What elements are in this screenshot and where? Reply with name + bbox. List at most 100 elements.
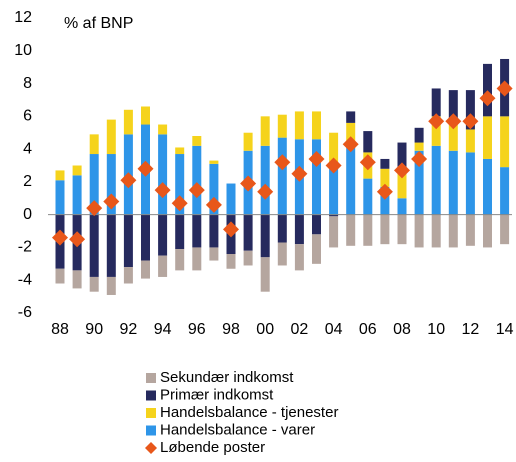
bar-segment [106,154,116,215]
legend-label: Sekundær indkomst [160,369,294,386]
bar-segment [380,214,390,245]
bar-segment [312,214,321,235]
x-tick-label: 10 [427,321,445,338]
bar-segment [175,214,185,250]
bar-segment [329,216,339,248]
x-tick-label: 04 [325,321,343,338]
marker [154,182,171,199]
bar-segment [209,160,219,164]
marker [359,154,376,171]
bar-segment [397,214,407,245]
bar-segment [346,144,356,215]
bar-segment [72,175,82,215]
bar-segment [243,132,253,151]
bar-segment [192,136,202,146]
bar-segment [192,247,202,271]
bar-segment [277,137,287,215]
bar-segment [226,183,236,215]
bar-segment [123,267,133,284]
bar-segment [346,111,356,123]
marker [171,195,188,212]
legend-label: Handelsbalance - tjenester [160,404,338,421]
bar-segment [55,180,65,215]
bar-segment [312,234,321,264]
marker [69,231,86,248]
bar-segment [483,63,492,117]
bar-segment [363,178,373,215]
bar-segment [277,214,287,243]
legend-label: Primær indkomst [160,386,274,403]
marker [462,113,479,130]
x-tick-label: 92 [120,321,138,338]
bar-segment [312,111,321,140]
y-tick-label: 6 [23,108,32,125]
bar-segment [380,186,390,215]
marker [411,150,428,167]
x-tick-label: 08 [393,321,411,338]
legend-swatch [146,390,156,401]
marker [342,136,359,153]
x-tick-label: 88 [51,321,69,338]
y-tick-label: 2 [23,173,32,190]
bar-segment [158,255,168,277]
bar-segment [175,249,185,271]
bar-segment [448,124,458,151]
bar-segment [483,116,492,159]
bar-segment [465,152,475,215]
bar-segment [158,134,168,215]
bar-segment [380,168,390,187]
y-tick-label: 8 [23,75,32,92]
bar-segment [465,214,475,246]
marker [274,154,291,171]
bar-segment [397,172,407,199]
bar-segment [192,214,202,248]
bar-segment [72,165,82,176]
bar-segment [448,214,458,248]
marker [428,113,445,130]
bar-segment [465,90,475,130]
bar-segment [329,132,339,163]
bar-segment [294,244,304,271]
bar-segment [363,214,373,246]
marker [479,90,496,107]
x-tick-label: 00 [256,321,274,338]
bar-segment [414,127,424,143]
bar-segment [414,150,424,215]
bar-segment [483,158,492,215]
bar-segment [260,116,270,146]
bar-segment [277,114,287,138]
bar-segment [243,214,253,251]
bar-segment [397,198,407,215]
bar-segment [500,214,510,245]
bar-segment [209,214,219,248]
bar-segment [89,154,99,215]
marker [52,229,68,246]
bar-segment [55,268,65,284]
bar-segment [448,90,458,125]
marker [137,160,154,177]
y-tick-label: 10 [14,42,32,59]
legend-swatch [146,373,156,383]
bar-segment [414,142,424,151]
y-tick-label: -4 [18,271,32,288]
marker [223,221,239,238]
bar-segment [431,145,441,215]
bar-segment [141,260,150,279]
legend-marker [145,442,157,454]
marker [394,162,410,179]
marker [445,113,462,130]
bar-segment [500,116,510,168]
bar-segment [363,131,373,153]
bar-segment [329,162,339,215]
marker [240,175,257,192]
bar-segment [346,214,356,246]
bar-segment [209,163,219,215]
bar-segment [123,214,133,268]
bar-segment [72,270,82,289]
bar-segment [89,214,99,277]
legend-label: Løbende poster [160,439,265,456]
bar-segment [106,276,116,295]
bar-segment [431,88,441,117]
bar-segment [380,158,390,169]
x-tick-label: 12 [462,321,480,338]
